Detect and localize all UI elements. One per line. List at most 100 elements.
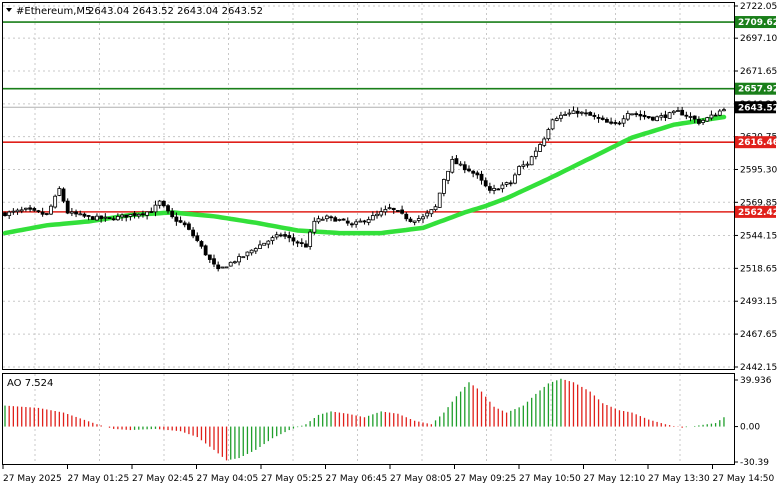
candle	[696, 116, 701, 126]
time-tick-label: 27 May 10:50	[519, 474, 581, 484]
candle	[312, 217, 317, 235]
time-tick-label: 27 May 05:25	[261, 474, 323, 484]
candle	[529, 155, 534, 166]
candle	[3, 211, 7, 217]
candle	[182, 220, 187, 228]
candle	[705, 116, 710, 122]
candle	[49, 204, 53, 215]
candle	[195, 232, 200, 243]
price-tick-label: 2722.05	[740, 2, 777, 12]
moving-average	[2, 114, 727, 236]
candle	[362, 219, 367, 225]
candle	[475, 170, 480, 179]
candle	[446, 170, 450, 185]
candle	[492, 184, 496, 195]
candle	[659, 112, 664, 121]
candle	[53, 194, 58, 209]
candle	[600, 115, 605, 121]
candle	[161, 200, 166, 208]
candle	[584, 109, 588, 117]
chart-symbol: #Ethereum,M5	[16, 6, 91, 17]
candle	[324, 214, 329, 222]
candle	[467, 165, 471, 173]
candle	[32, 206, 37, 212]
price-tags: 2709.62 2657.92 2616.46 2562.42 2643.52	[735, 16, 779, 218]
candle	[692, 115, 697, 124]
time-tick-label: 27 May 14:50	[713, 474, 775, 484]
candle	[291, 233, 296, 246]
candle	[216, 261, 221, 272]
price-tick-label: 2493.15	[740, 297, 777, 307]
candle	[36, 209, 41, 213]
candle	[304, 240, 308, 248]
candle	[95, 213, 99, 221]
price-tag-label: 2709.62	[738, 18, 779, 28]
price-tag: 2657.92	[735, 82, 779, 95]
candle	[433, 204, 438, 212]
candle	[28, 204, 32, 212]
candle	[638, 110, 643, 121]
candle	[487, 182, 492, 194]
candle	[15, 208, 20, 215]
time-tick-label: 27 May 02:45	[132, 474, 194, 484]
candle	[713, 112, 718, 117]
candle	[149, 207, 154, 213]
time-tick-label: 27 May 04:05	[197, 474, 259, 484]
time-tick-label: 27 May 06:45	[326, 474, 388, 484]
candle	[253, 247, 258, 254]
candle	[278, 232, 283, 238]
candle	[663, 110, 668, 122]
candle	[7, 210, 12, 219]
time-tick-label: 27 May 13:30	[648, 474, 710, 484]
candle	[187, 221, 191, 231]
candle	[483, 177, 488, 188]
candle	[329, 215, 333, 222]
collapse-triangle-icon[interactable]	[6, 8, 12, 12]
candle	[274, 231, 279, 240]
candle	[308, 229, 313, 250]
candle	[625, 110, 630, 122]
candle	[299, 238, 304, 247]
price-tick-label: 2467.65	[740, 330, 777, 340]
candle	[11, 208, 16, 215]
candle	[441, 178, 446, 197]
price-tag: 2616.46	[735, 136, 779, 149]
price-tick-label: 2569.85	[740, 198, 777, 208]
price-tick-label: 2697.10	[740, 34, 777, 44]
time-tick-label: 27 May 09:25	[455, 474, 517, 484]
candle	[295, 240, 300, 248]
candle	[571, 106, 576, 114]
candle	[115, 213, 120, 221]
candle	[521, 160, 526, 169]
candle	[462, 161, 467, 174]
candle	[341, 218, 346, 221]
candle	[680, 106, 685, 116]
candle	[454, 155, 459, 165]
ao-panel-frame	[2, 373, 735, 465]
candle	[224, 266, 229, 269]
candle	[667, 111, 672, 119]
price-tick-label: 2671.65	[740, 67, 777, 77]
candle	[471, 170, 476, 178]
candle	[429, 209, 434, 218]
candle	[575, 107, 580, 118]
candle	[249, 249, 254, 256]
candle	[642, 110, 647, 120]
time-tick-label: 27 May 12:10	[584, 474, 646, 484]
price-tag-label: 2657.92	[738, 85, 779, 95]
candle	[496, 188, 501, 191]
ao-tick-label: -30.39	[740, 458, 769, 468]
candle	[391, 207, 396, 214]
price-tick-label: 2595.30	[740, 165, 777, 175]
candle	[132, 211, 137, 219]
candle	[500, 182, 505, 193]
candle	[563, 111, 568, 116]
candle	[212, 254, 216, 268]
candle	[400, 205, 405, 215]
candle	[416, 215, 421, 223]
candle	[57, 186, 62, 197]
candle	[44, 213, 49, 216]
candle	[722, 107, 726, 112]
candle	[655, 115, 659, 122]
